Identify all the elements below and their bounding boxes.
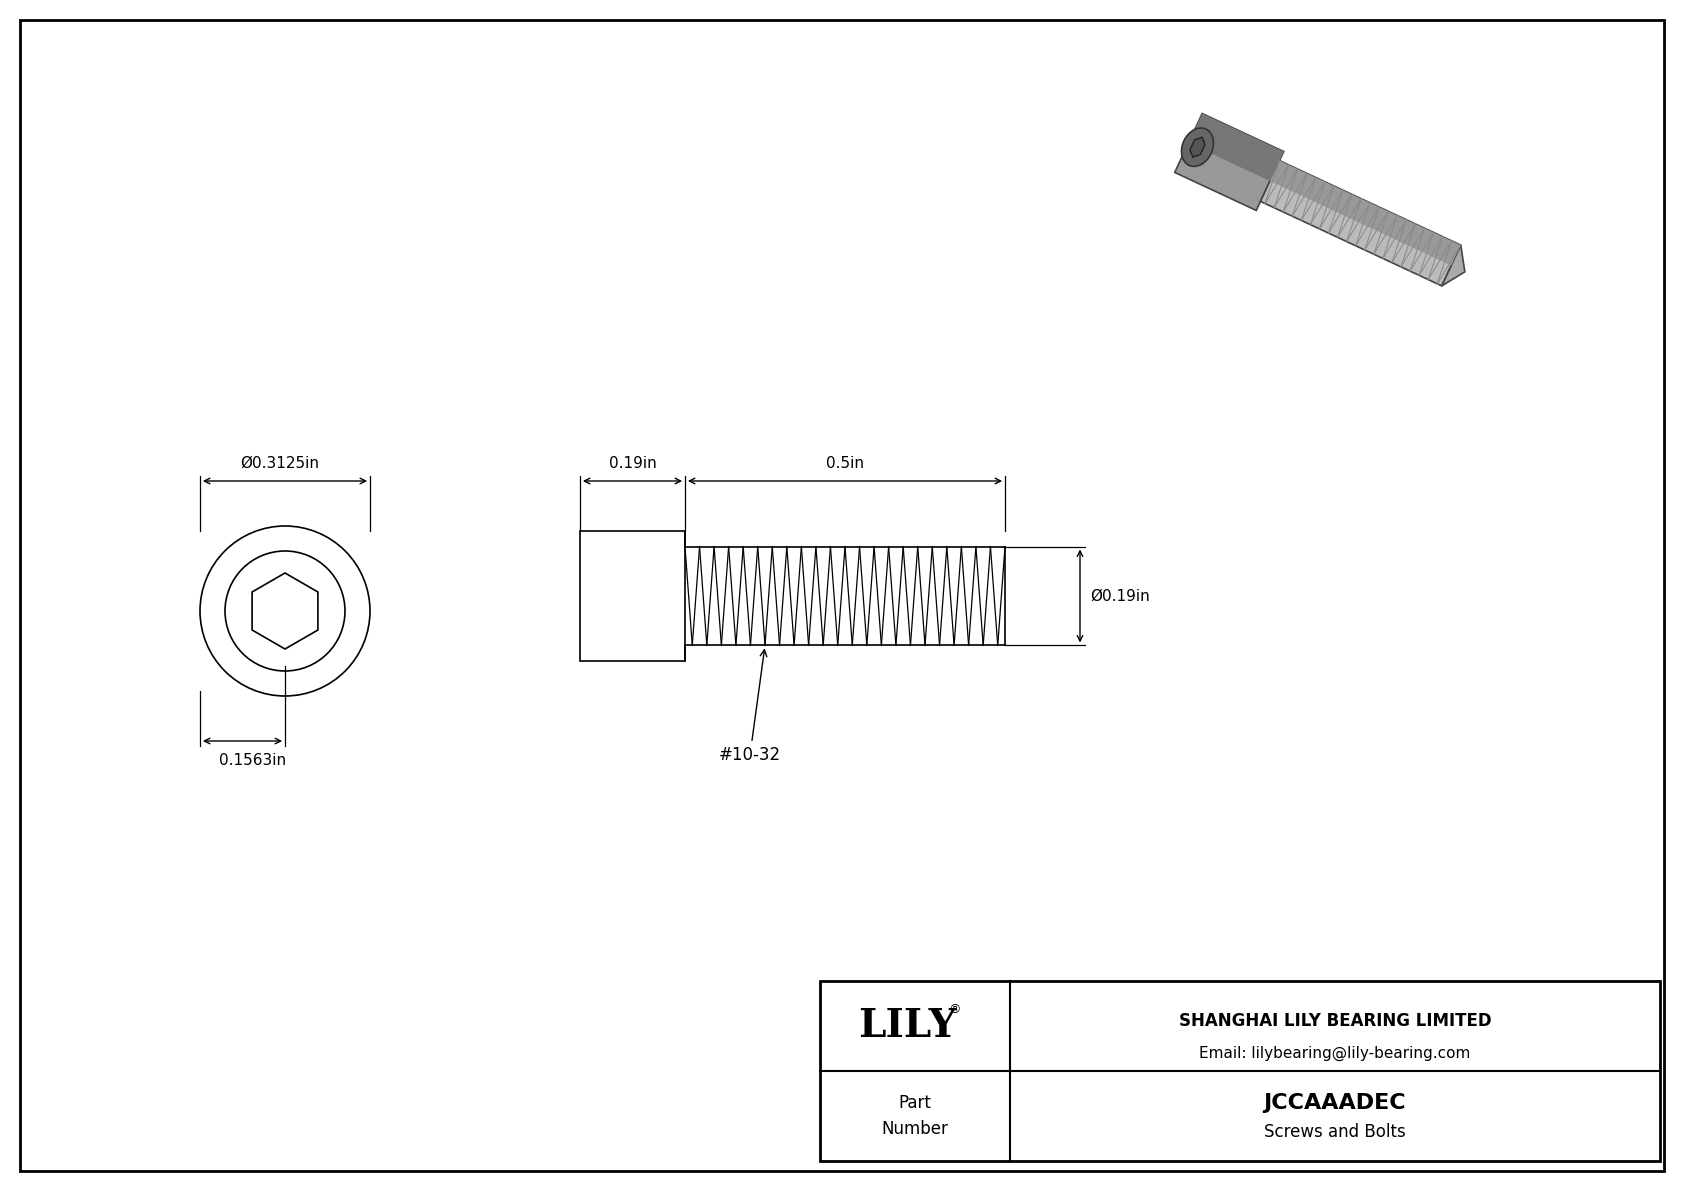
Text: JCCAAADEC: JCCAAADEC: [1263, 1093, 1406, 1114]
Bar: [1189, 113, 1283, 181]
Bar: [820, 981, 1660, 1161]
Text: SHANGHAI LILY BEARING LIMITED: SHANGHAI LILY BEARING LIMITED: [1179, 1011, 1492, 1029]
Text: Part
Number: Part Number: [881, 1095, 948, 1137]
Text: Ø0.3125in: Ø0.3125in: [241, 456, 320, 470]
Text: #10-32: #10-32: [719, 650, 781, 763]
Bar: [579, 531, 685, 661]
Bar: [1270, 161, 1460, 266]
Polygon shape: [1442, 245, 1465, 286]
Text: ®: ®: [948, 1004, 960, 1016]
Ellipse shape: [1182, 127, 1214, 167]
Text: Screws and Bolts: Screws and Bolts: [1265, 1123, 1406, 1141]
Polygon shape: [1191, 137, 1206, 157]
Text: Email: lilybearing@lily-bearing.com: Email: lilybearing@lily-bearing.com: [1199, 1046, 1470, 1061]
Text: 0.1563in: 0.1563in: [219, 753, 286, 768]
Text: LILY: LILY: [857, 1008, 957, 1045]
Bar: [1261, 161, 1460, 286]
Text: 0.19in: 0.19in: [608, 456, 657, 470]
Text: 0.5in: 0.5in: [825, 456, 864, 470]
Bar: [1175, 113, 1283, 211]
Text: Ø0.19in: Ø0.19in: [1090, 588, 1150, 604]
